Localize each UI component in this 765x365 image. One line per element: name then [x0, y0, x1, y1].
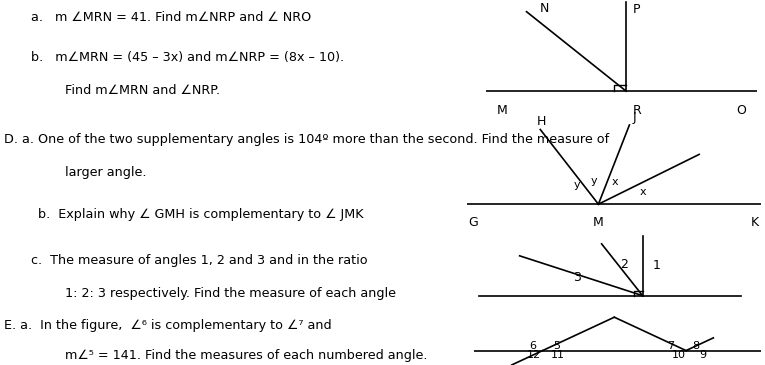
Text: 9: 9 — [699, 350, 707, 360]
Text: G: G — [468, 216, 477, 229]
Text: J: J — [633, 111, 636, 124]
Text: Find m∠MRN and ∠NRP.: Find m∠MRN and ∠NRP. — [65, 84, 220, 97]
Text: H: H — [537, 115, 546, 128]
Text: M: M — [496, 104, 507, 117]
Text: 12: 12 — [526, 350, 541, 360]
Text: P: P — [633, 3, 640, 16]
Text: b.   m∠MRN = (45 – 3x) and m∠NRP = (8x – 10).: b. m∠MRN = (45 – 3x) and m∠NRP = (8x – 1… — [31, 51, 343, 64]
Text: c.  The measure of angles 1, 2 and 3 and in the ratio: c. The measure of angles 1, 2 and 3 and … — [31, 254, 367, 267]
Text: 3: 3 — [573, 271, 581, 284]
Text: D. a. One of the two supplementary angles is 104º more than the second. Find the: D. a. One of the two supplementary angle… — [4, 133, 609, 146]
Text: b.  Explain why ∠ GMH is complementary to ∠ JMK: b. Explain why ∠ GMH is complementary to… — [38, 208, 363, 221]
Text: larger angle.: larger angle. — [65, 166, 147, 179]
Text: 1: 1 — [653, 259, 660, 272]
Text: 10: 10 — [672, 350, 686, 360]
Text: 8: 8 — [693, 341, 700, 351]
Text: 2: 2 — [620, 258, 628, 271]
Text: m∠⁵ = 141. Find the measures of each numbered angle.: m∠⁵ = 141. Find the measures of each num… — [65, 349, 428, 362]
Text: K: K — [751, 216, 759, 229]
Text: y: y — [591, 176, 597, 186]
Text: 1: 2: 3 respectively. Find the measure of each angle: 1: 2: 3 respectively. Find the measure o… — [65, 287, 396, 300]
Text: x: x — [612, 177, 619, 188]
Text: 6: 6 — [529, 341, 536, 351]
Text: x: x — [640, 187, 646, 197]
Text: 5: 5 — [553, 341, 560, 351]
Text: N: N — [540, 3, 549, 15]
Text: E. a.  In the figure,  ∠⁶ is complementary to ∠⁷ and: E. a. In the figure, ∠⁶ is complementary… — [4, 319, 331, 333]
Text: M: M — [593, 216, 604, 229]
Text: R: R — [633, 104, 641, 117]
Text: 7: 7 — [667, 341, 675, 351]
Text: 11: 11 — [552, 350, 565, 360]
Text: y: y — [574, 180, 580, 190]
Text: a.   m ∠MRN = 41. Find m∠NRP and ∠ NRO: a. m ∠MRN = 41. Find m∠NRP and ∠ NRO — [31, 11, 311, 24]
Text: O: O — [736, 104, 746, 117]
